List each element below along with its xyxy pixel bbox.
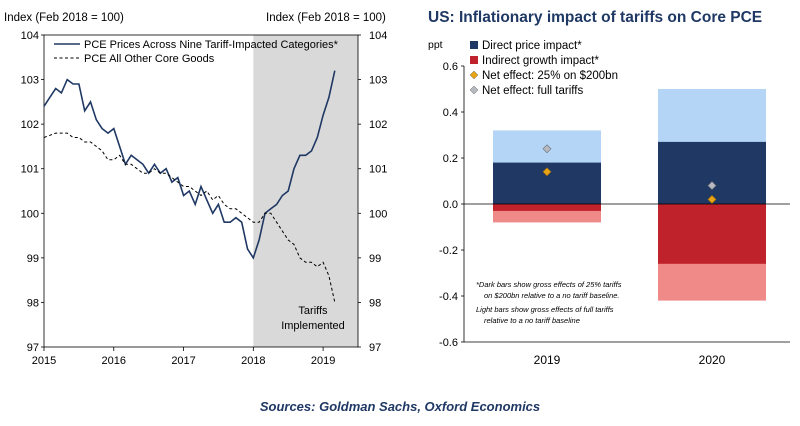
left-y-tick-label: 101 (21, 164, 39, 176)
right-y-tick-label: 102 (369, 119, 387, 131)
right-y-tick-label: 101 (369, 164, 387, 176)
legend-label: Direct price impact* (482, 40, 582, 52)
footnote-line-3: Light bars show gross effects of full ta… (476, 305, 614, 314)
direct-price-dark-bar-2020 (658, 141, 766, 204)
left-y-tick-label: 103 (21, 75, 39, 87)
legend-swatch (470, 56, 478, 64)
legend-label: Net effect: 25% on $200bn (482, 70, 618, 82)
y-tick-label: -0.4 (439, 291, 458, 303)
net-effect-25pct-marker-2019 (542, 167, 552, 177)
plot-frame (43, 34, 359, 348)
legend-label: Net effect: full tariffs (482, 85, 583, 97)
y-tick-label: 0.6 (443, 61, 458, 73)
right-y-tick-label: 97 (369, 342, 381, 354)
x-category-label: 2019 (534, 353, 561, 367)
y-unit-label: ppt (428, 39, 443, 51)
legend-label-tariff-impacted: PCE Prices Across Nine Tariff-Impacted C… (84, 39, 339, 51)
footnote: *Dark bars show gross effects of 25% tar… (476, 280, 622, 325)
y-tick-label: 0.4 (443, 107, 458, 119)
right-y-tick-label: 103 (369, 75, 387, 87)
tariff-impacted-prices-chart: Index (Feb 2018 = 100) Index (Feb 2018 =… (4, 12, 387, 367)
x-tick-label: 2016 (102, 355, 126, 367)
tariffs-annotation-line1: Tariffs (298, 305, 328, 317)
tariff-impact-core-pce-chart: US: Inflationary impact of tariffs on Co… (428, 9, 790, 367)
legend-label: Indirect growth impact* (482, 55, 599, 67)
y-tick-label: -0.6 (439, 337, 458, 349)
legend-diamond (469, 70, 479, 80)
source-note: Sources: Goldman Sachs, Oxford Economics (259, 399, 541, 414)
right-y-tick-label: 104 (369, 30, 387, 42)
footnote-line-2: on $200bn relative to a no tariff baseli… (484, 291, 620, 300)
legend-swatch (470, 41, 478, 49)
x-tick-label: 2015 (32, 355, 56, 367)
left-y-tick-label: 97 (27, 342, 39, 354)
chart-title: US: Inflationary impact of tariffs on Co… (428, 9, 762, 26)
left-y-tick-label: 104 (21, 30, 39, 42)
tariff-period-shading (253, 35, 358, 347)
x-tick-label: 2017 (171, 355, 195, 367)
x-tick-label: 2019 (311, 355, 335, 367)
indirect-growth-dark-bar-2019 (493, 204, 601, 211)
right-axis-title: Index (Feb 2018 = 100) (266, 12, 386, 24)
y-tick-label: -0.2 (439, 245, 458, 257)
other-core-goods-line (43, 132, 336, 303)
footnote-line-1: *Dark bars show gross effects of 25% tar… (476, 280, 622, 289)
legend-diamond (469, 85, 479, 95)
left-axis-title: Index (Feb 2018 = 100) (4, 12, 124, 24)
tariffs-annotation-line2: Implemented (281, 320, 345, 332)
legend-label-other-core-goods: PCE All Other Core Goods (84, 53, 215, 65)
y-tick-label: 0.2 (443, 153, 458, 165)
footnote-line-4: relative to a no tariff baseline (484, 316, 580, 325)
right-y-tick-label: 98 (369, 297, 381, 309)
net-effect-full-marker-2019 (542, 144, 552, 154)
left-y-tick-label: 100 (21, 208, 39, 220)
indirect-growth-dark-bar-2020 (658, 204, 766, 264)
net-effect-full-marker-2020 (707, 181, 717, 191)
tariff-impacted-prices-line (43, 70, 336, 260)
left-y-tick-label: 102 (21, 119, 39, 131)
right-y-tick-label: 100 (369, 208, 387, 220)
x-category-label: 2020 (699, 353, 726, 367)
left-y-tick-label: 99 (27, 253, 39, 265)
net-effect-25pct-marker-2020 (707, 194, 717, 204)
legend: PCE Prices Across Nine Tariff-Impacted C… (54, 39, 339, 65)
right-y-tick-label: 99 (369, 253, 381, 265)
legend: Direct price impact* Indirect growth impa… (469, 40, 618, 97)
x-tick-label: 2018 (241, 355, 265, 367)
y-tick-label: 0.0 (443, 199, 458, 211)
left-y-tick-label: 98 (27, 297, 39, 309)
